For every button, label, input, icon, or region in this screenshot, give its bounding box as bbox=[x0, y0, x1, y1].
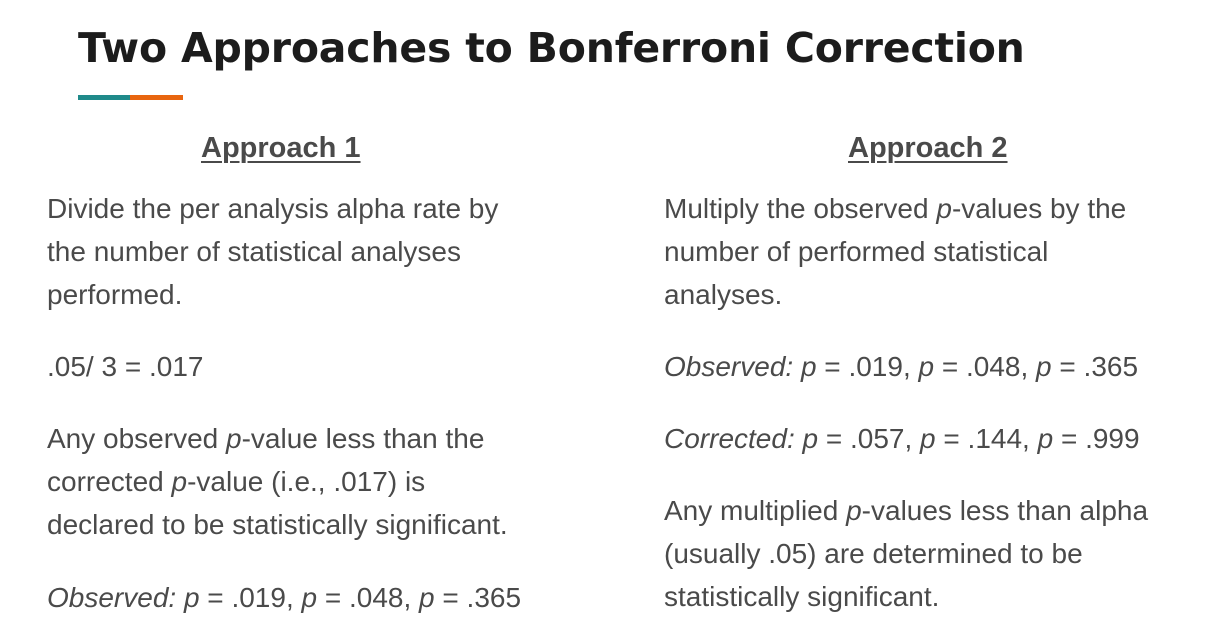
approach-1-calculation: .05/ 3 = .017 bbox=[47, 351, 204, 382]
p-symbol: p bbox=[183, 582, 200, 613]
approach-1-rule-text: -value less than the bbox=[241, 423, 485, 454]
approach-1-rule-text: corrected bbox=[47, 466, 172, 497]
observed-value: = .048, bbox=[317, 582, 420, 613]
p-symbol: p bbox=[301, 582, 318, 613]
corrected-value: = .999 bbox=[1053, 423, 1140, 454]
p-symbol: p bbox=[1037, 423, 1054, 454]
slide-title: Two Approaches to Bonferroni Correction bbox=[78, 24, 1025, 72]
p-symbol: p bbox=[936, 193, 952, 224]
observed-value: = .048, bbox=[934, 351, 1037, 382]
approach-1-rule-text: Any observed bbox=[47, 423, 226, 454]
p-symbol: p bbox=[419, 582, 435, 613]
approach-1-rule-text: declared to be statistically significant… bbox=[47, 509, 508, 540]
approach-2-corrected: Corrected: p = .057, p = .144, p = .999 bbox=[664, 417, 1140, 460]
title-accent-bar bbox=[78, 95, 183, 100]
approach-2-heading: Approach 2 bbox=[848, 132, 1008, 164]
p-symbol: p bbox=[846, 495, 862, 526]
approach-1-observed: Observed: p = .019, p = .048, p = .365 bbox=[47, 576, 521, 619]
observed-value: = .365 bbox=[1051, 351, 1139, 382]
p-symbol: p bbox=[800, 351, 817, 382]
approach-2-step-text: -values by the bbox=[951, 193, 1127, 224]
approach-2-step-text: Multiply the observed bbox=[664, 193, 937, 224]
accent-bar-orange bbox=[130, 95, 183, 100]
p-symbol: p bbox=[1036, 351, 1052, 382]
corrected-value: = .057, bbox=[818, 423, 921, 454]
observed-label: Observed: bbox=[47, 582, 177, 613]
approach-2-column: Approach 2 Multiply the observed p-value… bbox=[664, 128, 1204, 612]
approach-1-step-line-3: performed. bbox=[47, 279, 183, 310]
approach-1-rule-text: -value (i.e., .017) is bbox=[187, 466, 426, 497]
approach-2-rule-text: Any multiplied bbox=[664, 495, 847, 526]
p-symbol: p bbox=[802, 423, 819, 454]
approach-2-rule-text: -values less than alpha bbox=[861, 495, 1149, 526]
approach-1-rule: Any observed p-value less than the corre… bbox=[47, 417, 508, 546]
approach-1-step-line-2: the number of statistical analyses bbox=[47, 236, 461, 267]
approach-2-step-text: number of performed statistical bbox=[664, 236, 1049, 267]
p-symbol: p bbox=[918, 351, 935, 382]
p-symbol: p bbox=[171, 466, 188, 497]
approach-1-column: Approach 1 Divide the per analysis alpha… bbox=[47, 128, 607, 613]
approach-2-rule-text: (usually .05) are determined to be bbox=[664, 538, 1083, 569]
approach-2-step: Multiply the observed p-values by the nu… bbox=[664, 187, 1126, 316]
observed-value: = .365 bbox=[434, 582, 522, 613]
approach-2-step-text: analyses. bbox=[664, 279, 783, 310]
p-symbol: p bbox=[226, 423, 242, 454]
corrected-value: = .144, bbox=[935, 423, 1038, 454]
corrected-label: Corrected: bbox=[664, 423, 795, 454]
approach-2-rule-text: statistically significant. bbox=[664, 581, 940, 612]
approach-1-heading: Approach 1 bbox=[201, 132, 361, 164]
approach-1-step: Divide the per analysis alpha rate by th… bbox=[47, 187, 498, 316]
observed-value: = .019, bbox=[199, 582, 302, 613]
approach-1-step-line-1: Divide the per analysis alpha rate by bbox=[47, 193, 499, 224]
observed-value: = .019, bbox=[816, 351, 919, 382]
accent-bar-teal bbox=[78, 95, 130, 100]
approach-2-observed: Observed: p = .019, p = .048, p = .365 bbox=[664, 345, 1138, 388]
approach-2-rule: Any multiplied p-values less than alpha … bbox=[664, 489, 1148, 618]
p-symbol: p bbox=[920, 423, 936, 454]
observed-label: Observed: bbox=[664, 351, 794, 382]
